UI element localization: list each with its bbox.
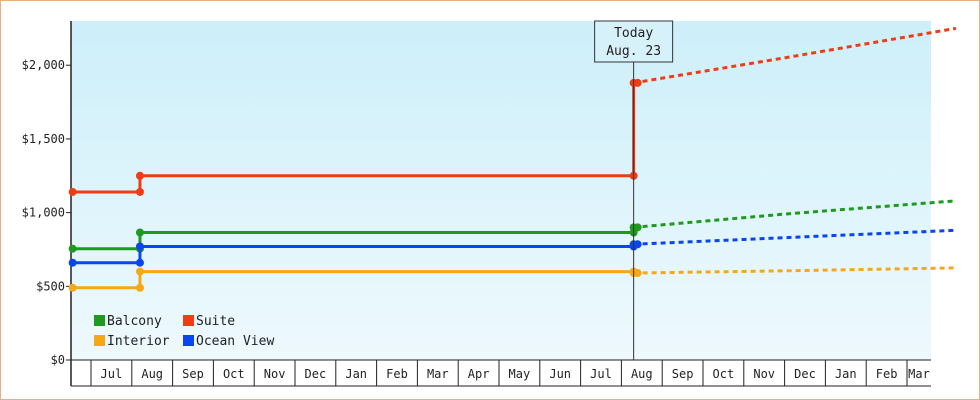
balcony-point [135,228,144,237]
month-label: Mar [427,367,449,381]
ocean-view-point [633,240,642,249]
ocean-view-point [135,242,144,251]
balcony-point [68,244,77,253]
y-tick-label: $1,500 [22,132,65,146]
month-label: Jan [345,367,367,381]
today-date: Aug. 23 [606,44,661,59]
ocean-view-point [135,258,144,267]
month-label: Dec [305,367,327,381]
interior-point [135,283,144,292]
legend-swatch-ocean-view [183,335,194,346]
month-label: Nov [753,367,775,381]
interior-point [68,283,77,292]
legend-swatch-balcony [94,315,105,326]
y-tick-label: $2,000 [22,58,65,72]
month-label: Oct [223,367,245,381]
legend-swatch-suite [183,315,194,326]
plot-background [71,21,931,360]
interior-point [135,267,144,276]
month-label: May [509,367,531,381]
legend-swatch-interior [94,335,105,346]
legend-label-ocean-view: Ocean View [196,334,274,349]
interior-point [633,269,642,278]
month-label: Aug [631,367,653,381]
month-label: Jun [549,367,571,381]
legend-label-balcony: Balcony [107,314,162,329]
legend-label-suite: Suite [196,314,235,329]
month-label: Sep [672,367,694,381]
balcony-point [633,223,642,232]
month-label: Mar [908,367,930,381]
suite-point [135,171,144,180]
month-label: Feb [386,367,408,381]
month-label: Jul [590,367,612,381]
legend-label-interior: Interior [107,334,170,349]
ocean-view-forecast-line [633,228,957,246]
month-label: Aug [141,367,163,381]
y-tick-label: $0 [51,353,65,367]
suite-point [135,187,144,196]
month-label: Nov [264,367,286,381]
suite-forecast-line [633,26,957,85]
month-label: Oct [713,367,735,381]
interior-forecast-line [633,266,956,275]
month-label: Jul [101,367,123,381]
month-label: Jan [835,367,857,381]
today-label-box [594,20,674,63]
today-label: Today [614,26,653,41]
ocean-view-point [68,258,77,267]
month-label: Apr [468,367,490,381]
month-label: Dec [794,367,816,381]
month-label: Feb [876,367,898,381]
suite-point [633,78,642,87]
suite-point [68,187,77,196]
y-tick-label: $1,000 [22,206,65,220]
y-tick-label: $500 [36,279,65,293]
month-label: Sep [182,367,204,381]
